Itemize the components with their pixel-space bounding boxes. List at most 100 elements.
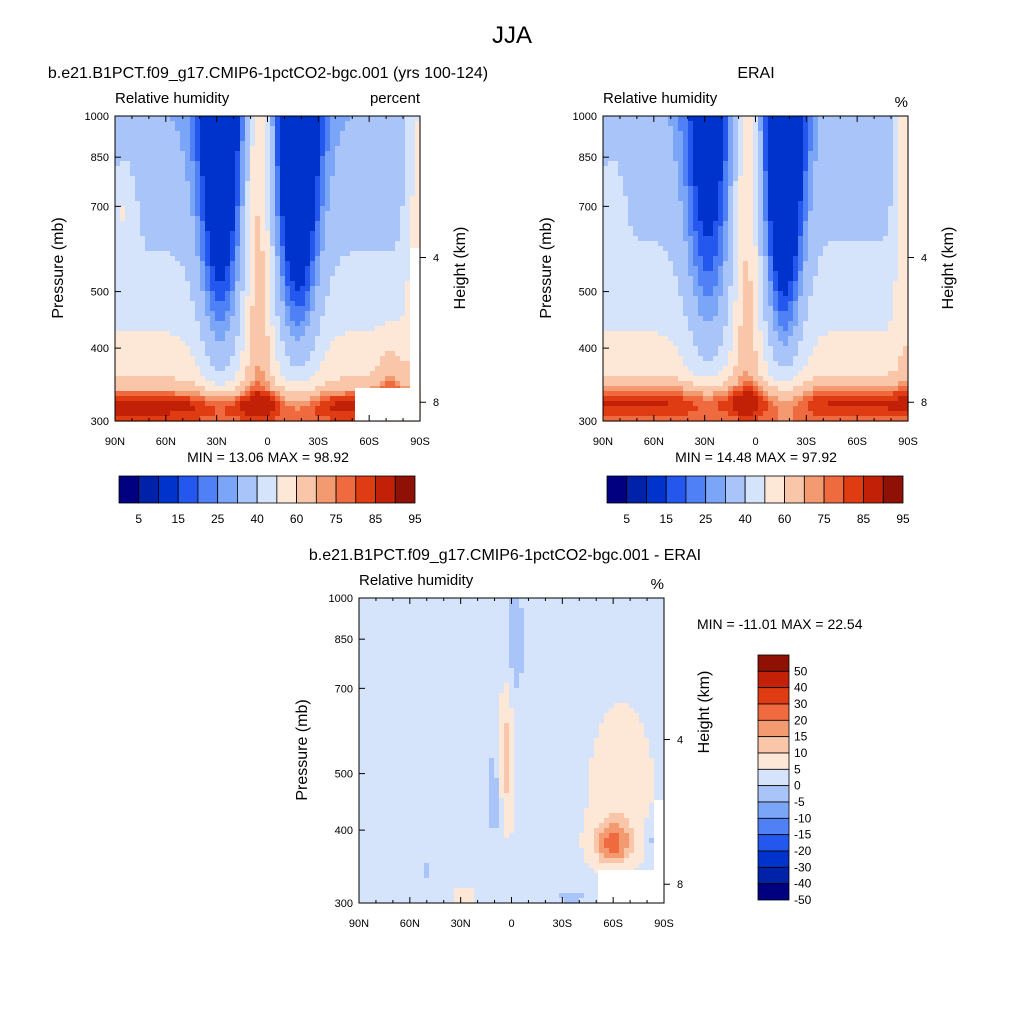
field-cell bbox=[280, 341, 286, 347]
field-cell bbox=[255, 411, 261, 417]
field-cell bbox=[275, 416, 281, 422]
field-cell bbox=[648, 161, 654, 167]
field-cell bbox=[160, 286, 166, 292]
field-cell bbox=[688, 146, 694, 152]
field-cell bbox=[280, 376, 286, 382]
field-cell bbox=[255, 326, 261, 332]
field-cell bbox=[265, 306, 271, 312]
field-cell bbox=[190, 286, 196, 292]
field-cell bbox=[125, 416, 131, 422]
field-cell bbox=[225, 191, 231, 197]
field-cell bbox=[185, 146, 191, 152]
field-cell bbox=[285, 331, 291, 337]
field-cell bbox=[235, 226, 241, 232]
field-cell bbox=[743, 206, 749, 212]
field-cell bbox=[415, 171, 421, 177]
field-cell bbox=[653, 196, 659, 202]
field-cell bbox=[808, 121, 814, 127]
field-cell bbox=[743, 186, 749, 192]
field-cell bbox=[365, 306, 371, 312]
field-cell bbox=[618, 196, 624, 202]
field-cell bbox=[250, 371, 256, 377]
field-cell bbox=[375, 211, 381, 217]
field-cell bbox=[240, 231, 246, 237]
field-cell bbox=[410, 211, 416, 217]
field-cell bbox=[170, 116, 176, 122]
field-cell bbox=[375, 351, 381, 357]
field-cell bbox=[355, 186, 361, 192]
field-cell bbox=[120, 261, 126, 267]
field-cell bbox=[130, 286, 136, 292]
field-cell bbox=[345, 206, 351, 212]
field-cell bbox=[688, 171, 694, 177]
field-cell bbox=[833, 206, 839, 212]
field-cell bbox=[190, 251, 196, 257]
field-cell bbox=[833, 201, 839, 207]
field-cell bbox=[145, 156, 151, 162]
field-cell bbox=[200, 311, 206, 317]
field-cell bbox=[853, 181, 859, 187]
field-cell bbox=[145, 191, 151, 197]
field-cell bbox=[135, 361, 141, 367]
field-cell bbox=[603, 186, 609, 192]
field-cell bbox=[145, 416, 151, 422]
field-cell bbox=[295, 331, 301, 337]
field-cell bbox=[160, 206, 166, 212]
field-cell bbox=[175, 116, 181, 122]
field-cell bbox=[883, 161, 889, 167]
field-cell bbox=[120, 121, 126, 127]
field-cell bbox=[195, 156, 201, 162]
field-cell bbox=[310, 391, 316, 397]
field-cell bbox=[683, 166, 689, 172]
field-cell bbox=[365, 176, 371, 182]
field-cell bbox=[125, 336, 131, 342]
field-cell bbox=[120, 396, 126, 402]
colorbar-box bbox=[256, 475, 278, 504]
field-cell bbox=[270, 246, 276, 252]
field-cell bbox=[415, 156, 421, 162]
field-cell bbox=[170, 351, 176, 357]
field-cell bbox=[275, 231, 281, 237]
field-cell bbox=[160, 256, 166, 262]
field-cell bbox=[325, 356, 331, 362]
colorbar: 5 15 25 40 60 75 85 95 bbox=[118, 475, 422, 526]
field-cell bbox=[758, 191, 764, 197]
field-cell bbox=[150, 266, 156, 272]
field-cell bbox=[410, 146, 416, 152]
field-cell bbox=[130, 296, 136, 302]
field-cell bbox=[608, 151, 614, 157]
field-cell bbox=[190, 401, 196, 407]
field-cell bbox=[140, 341, 146, 347]
field-cell bbox=[165, 261, 171, 267]
field-cell bbox=[220, 221, 226, 227]
field-cell bbox=[768, 201, 774, 207]
field-cell bbox=[185, 166, 191, 172]
field-cell bbox=[748, 206, 754, 212]
field-cell bbox=[175, 281, 181, 287]
field-cell bbox=[260, 211, 266, 217]
field-cell bbox=[135, 371, 141, 377]
field-cell bbox=[390, 356, 396, 362]
field-cell bbox=[803, 131, 809, 137]
field-cell bbox=[295, 156, 301, 162]
field-cell bbox=[200, 211, 206, 217]
field-cell bbox=[788, 151, 794, 157]
field-cell bbox=[150, 311, 156, 317]
field-cell bbox=[753, 161, 759, 167]
field-cell bbox=[405, 326, 411, 332]
field-cell bbox=[260, 361, 266, 367]
field-cell bbox=[385, 296, 391, 302]
field-cell bbox=[120, 326, 126, 332]
field-cell bbox=[788, 176, 794, 182]
field-cell bbox=[838, 196, 844, 202]
field-cell bbox=[180, 171, 186, 177]
field-cell bbox=[150, 276, 156, 282]
field-cell bbox=[738, 166, 744, 172]
field-cell bbox=[250, 186, 256, 192]
field-cell bbox=[400, 266, 406, 272]
field-cell bbox=[125, 271, 131, 277]
field-cell bbox=[260, 206, 266, 212]
field-cell bbox=[773, 196, 779, 202]
field-cell bbox=[180, 361, 186, 367]
field-cell bbox=[125, 171, 131, 177]
